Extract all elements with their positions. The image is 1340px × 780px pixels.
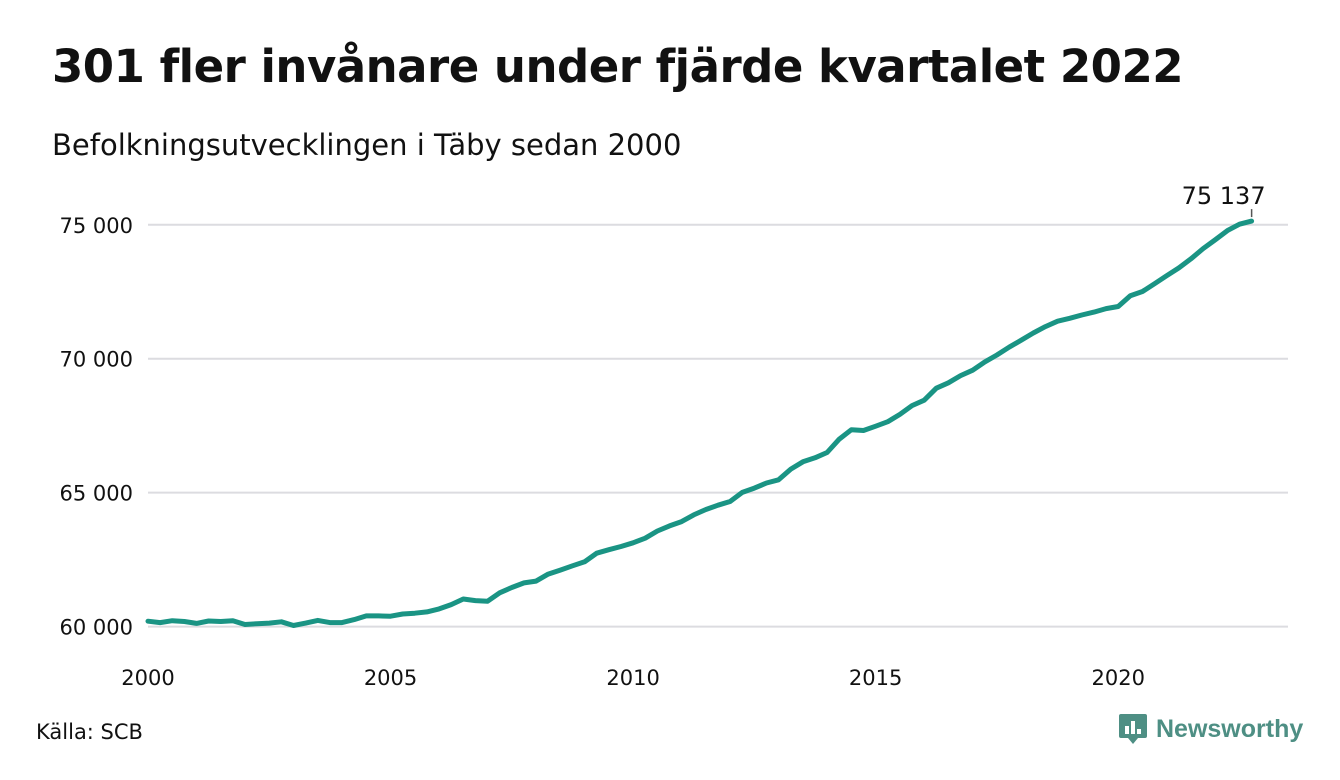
x-tick-label: 2015	[849, 666, 902, 690]
newsworthy-logo-icon	[1119, 714, 1147, 744]
x-tick-label: 2005	[364, 666, 417, 690]
y-tick-label: 65 000	[60, 482, 133, 506]
y-axis-ticks: 60 000 65 000 70 000 75 000	[60, 214, 133, 640]
source-note: Källa: SCB	[36, 720, 143, 744]
x-tick-label: 2020	[1091, 666, 1144, 690]
x-tick-label: 2010	[606, 666, 659, 690]
chart-title: 301 fler invånare under fjärde kvartalet…	[52, 40, 1184, 93]
y-tick-label: 75 000	[60, 214, 133, 238]
brand-name: Newsworthy	[1156, 714, 1304, 743]
y-tick-label: 70 000	[60, 348, 133, 372]
x-tick-label: 2000	[121, 666, 174, 690]
annotation-label: 75 137	[1182, 182, 1266, 210]
annotation: 75 137	[1182, 182, 1266, 218]
series-line	[145, 218, 1255, 628]
x-axis-ticks: 2000 2005 2010 2015 2020	[121, 666, 1145, 690]
y-tick-label: 60 000	[60, 616, 133, 640]
grid-lines	[148, 223, 1288, 628]
brand-logo[interactable]: Newsworthy	[1118, 712, 1303, 746]
chart-subtitle: Befolkningsutvecklingen i Täby sedan 200…	[52, 128, 682, 162]
